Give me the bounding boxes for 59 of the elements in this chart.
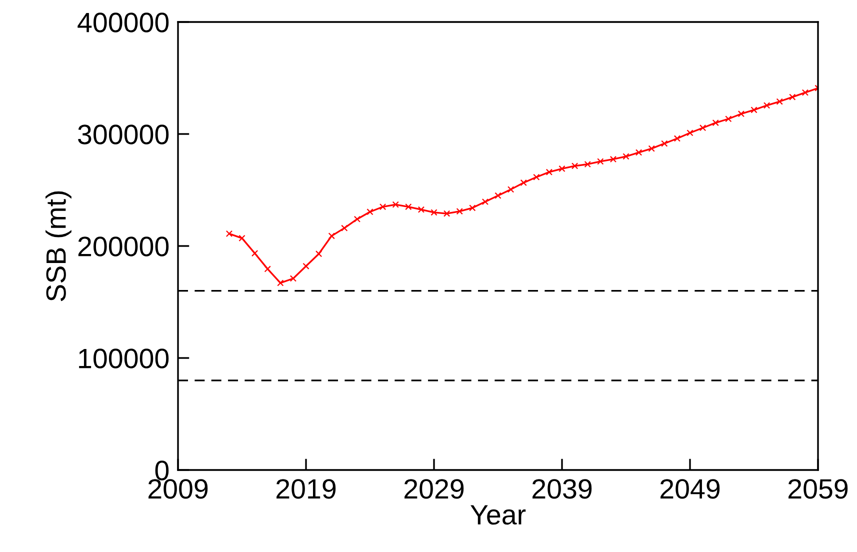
point <box>750 106 758 114</box>
x-tick-label: 2009 <box>148 479 208 499</box>
point <box>622 153 630 160</box>
point <box>315 250 322 258</box>
point <box>712 119 719 126</box>
point <box>776 98 783 105</box>
y-tick-label: 200000 <box>78 236 169 256</box>
point <box>635 149 642 156</box>
point <box>456 208 463 215</box>
point <box>699 124 706 132</box>
x-tick-label: 2059 <box>788 479 848 499</box>
y-tick-label: 0 <box>155 460 169 480</box>
point <box>802 89 809 96</box>
point <box>354 216 361 222</box>
x-tick-label: 2019 <box>276 479 336 499</box>
point <box>520 179 527 186</box>
point <box>686 130 694 136</box>
point <box>264 266 271 272</box>
point <box>430 209 438 216</box>
point <box>328 232 335 240</box>
point <box>277 280 284 286</box>
x-tick-label: 2029 <box>404 479 464 499</box>
point <box>610 156 617 163</box>
point <box>597 158 604 165</box>
x-tick-label: 2049 <box>660 479 720 499</box>
point <box>418 206 425 213</box>
point <box>405 203 412 210</box>
point <box>571 162 578 170</box>
point <box>648 145 655 152</box>
point <box>546 168 553 176</box>
x-tick-label: 2039 <box>532 479 592 499</box>
point <box>725 116 732 122</box>
point <box>507 186 514 193</box>
point <box>302 262 310 270</box>
point <box>494 192 502 199</box>
x-axis-title: Year <box>470 505 526 525</box>
point <box>443 210 450 217</box>
point <box>533 174 540 180</box>
point <box>226 230 233 238</box>
point <box>251 250 258 257</box>
y-tick-label: 400000 <box>78 12 169 32</box>
point <box>469 204 476 212</box>
point <box>558 165 566 172</box>
point <box>763 102 770 109</box>
y-axis-title: SSB (mt) <box>46 191 72 302</box>
point <box>392 201 399 208</box>
point <box>584 160 591 168</box>
point <box>789 94 796 100</box>
point <box>379 203 386 210</box>
point <box>238 234 246 242</box>
point <box>290 275 297 282</box>
y-tick-label: 100000 <box>79 348 169 368</box>
y-tick-label: 300000 <box>78 124 169 144</box>
point <box>661 140 668 147</box>
point <box>341 224 348 232</box>
point <box>738 110 745 118</box>
point <box>674 135 681 142</box>
point <box>366 208 374 216</box>
point <box>482 198 489 206</box>
